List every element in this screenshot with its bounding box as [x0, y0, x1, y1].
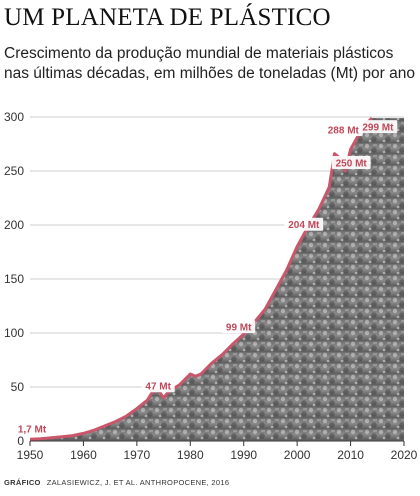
page-title: UM PLANETA DE PLÁSTICO: [4, 4, 331, 31]
data-label: 47 Mt: [141, 379, 175, 393]
x-tick-label: 1980: [177, 448, 204, 462]
chart-area: [30, 118, 404, 441]
y-tick-label: 300: [4, 110, 24, 124]
y-tick-label: 200: [4, 218, 24, 232]
footer-source: GRÁFICO ZALASIEWICZ, J. ET AL. ANTHROPOCE…: [4, 478, 229, 487]
y-tick-label: 0: [17, 434, 24, 448]
data-label: 1,7 Mt: [12, 422, 52, 436]
data-labels: 1,7 Mt 47 Mt 99 Mt 204 Mt 250 Mt 288 Mt 299 Mt: [12, 120, 398, 436]
y-axis: 0 50 100 150 200 250 300: [4, 110, 24, 448]
footer-source-text: ZALASIEWICZ, J. ET AL. ANTHROPOCENE, 201…: [46, 478, 230, 487]
data-label: 99 Mt: [222, 320, 256, 334]
data-label: 250 Mt: [331, 156, 371, 170]
svg-text:1,7 Mt: 1,7 Mt: [18, 425, 47, 436]
x-tick-label: 2000: [284, 448, 311, 462]
svg-text:204 Mt: 204 Mt: [288, 220, 320, 231]
x-tick-label: 2020: [391, 448, 418, 462]
data-label: 288 Mt: [323, 123, 363, 137]
svg-text:47 Mt: 47 Mt: [145, 382, 171, 393]
y-tick-label: 50: [11, 380, 25, 394]
x-axis: 1950 1960 1970 1980 1990 2000 2010 2020: [17, 440, 418, 462]
svg-text:288 Mt: 288 Mt: [328, 126, 360, 137]
x-tick-label: 2010: [337, 448, 364, 462]
svg-text:299 Mt: 299 Mt: [362, 123, 394, 134]
data-label: 299 Mt: [358, 120, 398, 134]
y-tick-label: 250: [4, 164, 24, 178]
svg-text:250 Mt: 250 Mt: [336, 159, 368, 170]
data-label: 204 Mt: [284, 217, 324, 231]
y-tick-label: 100: [4, 326, 24, 340]
y-tick-label: 150: [4, 272, 24, 286]
chart-subtitle: Crescimento da produção mundial de mater…: [4, 45, 415, 82]
svg-text:99 Mt: 99 Mt: [226, 323, 252, 334]
x-tick-label: 1960: [70, 448, 97, 462]
x-tick-label: 1990: [230, 448, 257, 462]
x-tick-label: 1970: [124, 448, 151, 462]
x-tick-label: 1950: [17, 448, 44, 462]
footer-label: GRÁFICO: [4, 478, 41, 487]
